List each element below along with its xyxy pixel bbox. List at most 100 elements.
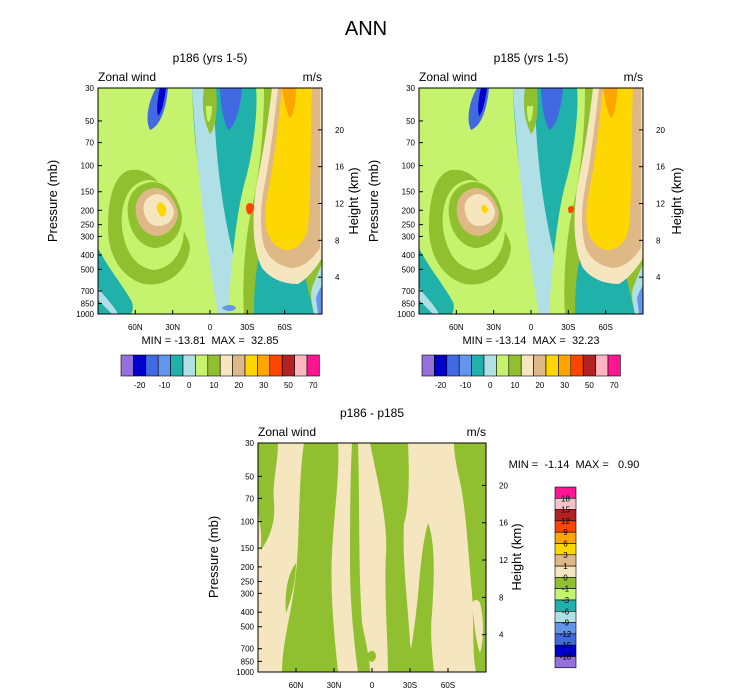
latitude-ticks: 60N 30N 0 30S 60S: [289, 668, 455, 690]
pressure-tick-label: 150: [241, 544, 255, 553]
panel-p186: p186 (yrs 1-5) Zonal wind m/s: [45, 51, 361, 390]
min-max-stats: MIN = -13.14 MAX = 32.23: [463, 335, 600, 347]
variable-label: Zonal wind: [98, 70, 156, 84]
height-tick-label: 12: [499, 556, 508, 565]
colorbar-swatch: [195, 354, 209, 377]
colorbar-label: -20: [134, 381, 146, 390]
colorbar-label: 10: [511, 381, 520, 390]
units-label: m/s: [624, 70, 643, 84]
contour-field: [98, 88, 322, 314]
colorbar-swatch: [582, 354, 596, 377]
colorbar-swatch: [607, 354, 621, 377]
panel-title: p186 (yrs 1-5): [173, 51, 248, 65]
pressure-tick-label: 50: [245, 472, 254, 481]
colorbar-label: 0: [187, 381, 192, 390]
colorbar-swatch: [257, 354, 271, 377]
colorbar-label: 30: [560, 381, 569, 390]
colorbar-swatch: [508, 354, 522, 377]
colorbar-label: 0: [488, 381, 493, 390]
pressure-tick-label: 300: [241, 589, 255, 598]
latitude-tick-label: 30S: [561, 323, 575, 332]
colorbar-label: -3: [562, 596, 570, 605]
pressure-tick-label: 50: [406, 117, 415, 126]
pressure-tick-label: 1000: [76, 310, 94, 319]
pressure-axis-label: Pressure (mb): [206, 516, 221, 598]
colorbar-swatch: [294, 354, 308, 377]
colorbar-swatch: [157, 354, 171, 377]
pressure-tick-label: 300: [81, 232, 95, 241]
latitude-tick-label: 60S: [441, 681, 455, 690]
pressure-tick-label: 850: [402, 300, 416, 309]
pressure-tick-label: 500: [402, 265, 416, 274]
height-tick-label: 4: [335, 273, 340, 282]
pressure-tick-label: 300: [402, 232, 416, 241]
pressure-tick-label: 200: [402, 206, 416, 215]
pressure-tick-label: 100: [81, 162, 95, 171]
colorbar-swatch: [533, 354, 547, 377]
min-max-stats: MIN = -13.81 MAX = 32.85: [142, 335, 279, 347]
pressure-tick-label: 700: [402, 287, 416, 296]
latitude-tick-label: 60S: [599, 323, 613, 332]
pressure-tick-label: 70: [85, 139, 94, 148]
colorbar-label: 20: [535, 381, 544, 390]
colorbar-label: -18: [560, 653, 572, 662]
colorbar-label: -15: [560, 641, 572, 650]
colorbar-swatch: [471, 354, 485, 377]
latitude-ticks: 60N 30N 0 30S 60S: [128, 310, 292, 332]
colorbar-swatch: [219, 354, 233, 377]
latitude-ticks: 60N 30N 0 30S 60S: [449, 310, 613, 332]
panel-p185: p185 (yrs 1-5) Zonal wind m/s: [366, 51, 684, 390]
pressure-tick-label: 200: [81, 206, 95, 215]
colorbar-label: -10: [460, 381, 472, 390]
pressure-tick-label: 150: [81, 188, 95, 197]
pressure-tick-label: 250: [81, 221, 95, 230]
colorbar-label: 70: [610, 381, 619, 390]
contour-field: [419, 88, 643, 314]
colorbar-swatch: [458, 354, 472, 377]
height-tick-label: 16: [499, 519, 508, 528]
colorbar-swatch: [520, 354, 534, 377]
colorbar-label: 70: [309, 381, 318, 390]
colorbar-label: 3: [563, 551, 568, 560]
pressure-tick-label: 100: [402, 162, 416, 171]
colorbar-label: -12: [560, 630, 572, 639]
height-tick-label: 4: [656, 273, 661, 282]
pressure-tick-label: 100: [241, 518, 255, 527]
pressure-tick-label: 50: [85, 117, 94, 126]
pressure-tick-label: 850: [241, 657, 255, 666]
pressure-axis-label: Pressure (mb): [366, 160, 381, 242]
colorbar-swatch: [434, 354, 448, 377]
pressure-tick-label: 70: [245, 494, 254, 503]
colorbar-swatch: [281, 354, 295, 377]
pressure-tick-label: 30: [85, 84, 94, 93]
height-tick-label: 12: [656, 200, 665, 209]
colorbar: 18 15 12 9 6 3 1 0 -1 -3 -6 -9 -12 -15 -18: [554, 486, 577, 669]
latitude-tick-label: 60N: [449, 323, 464, 332]
variable-label: Zonal wind: [258, 425, 316, 439]
latitude-tick-label: 0: [208, 323, 213, 332]
colorbar-label: 30: [259, 381, 268, 390]
colorbar-label: 6: [563, 540, 568, 549]
colorbar-label: 18: [561, 494, 570, 503]
panel-title: p185 (yrs 1-5): [494, 51, 569, 65]
pressure-tick-label: 150: [402, 188, 416, 197]
pressure-tick-label: 400: [81, 251, 95, 260]
height-ticks: 4 8 12 16 20: [639, 126, 665, 282]
height-axis-label: Height (km): [509, 523, 524, 590]
pressure-tick-label: 400: [241, 608, 255, 617]
height-tick-label: 12: [335, 200, 344, 209]
colorbar-swatch: [558, 354, 572, 377]
height-axis-label: Height (km): [669, 167, 684, 234]
colorbar-swatch: [232, 354, 246, 377]
colorbar-swatch: [133, 354, 147, 377]
min-max-stats: MIN = -1.14 MAX = 0.90: [509, 459, 640, 471]
height-tick-label: 8: [656, 236, 661, 245]
pressure-tick-label: 850: [81, 300, 95, 309]
units-label: m/s: [303, 70, 322, 84]
height-tick-label: 4: [499, 631, 504, 640]
units-label: m/s: [467, 425, 486, 439]
pressure-tick-label: 250: [241, 577, 255, 586]
pressure-tick-label: 1000: [236, 668, 254, 677]
